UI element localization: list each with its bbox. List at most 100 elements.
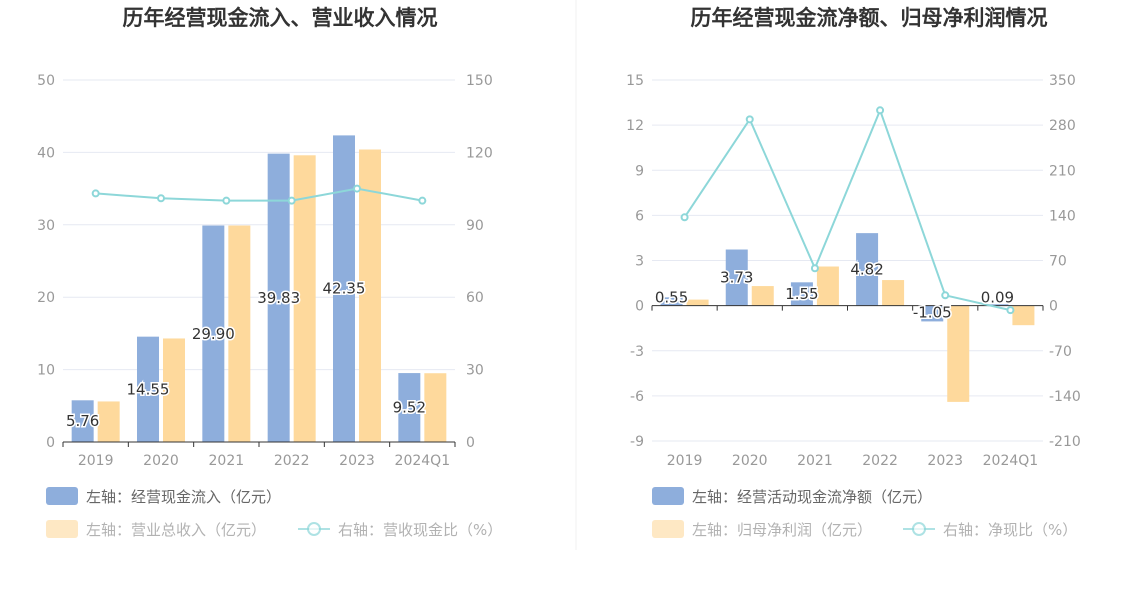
legend-label[interactable]: 右轴：营收现金比（%） <box>338 521 502 539</box>
x-axis-label: 2020 <box>143 453 179 469</box>
legend-swatch-primary <box>46 487 78 505</box>
right-axis-tick-label: -70 <box>1049 344 1072 360</box>
chart-title: 历年经营现金流净额、归母净利润情况 <box>691 6 1048 30</box>
data-label: 0.09 <box>981 289 1014 307</box>
right-axis-tick-label: 60 <box>466 290 484 306</box>
right-axis-tick-label: 140 <box>1049 208 1076 224</box>
line-point-2021[interactable] <box>810 264 819 273</box>
bar-primary-2019[interactable] <box>660 297 683 306</box>
legend-label[interactable]: 左轴：营业总收入（亿元） <box>86 521 266 539</box>
data-label: 42.35 <box>323 280 366 298</box>
left-axis-tick-label: 15 <box>626 73 644 89</box>
right-axis-tick-label: -210 <box>1049 434 1081 450</box>
legend-swatch-line-marker <box>307 522 321 536</box>
left-axis-tick-label: -6 <box>630 389 644 405</box>
line-point-2023[interactable] <box>353 184 361 193</box>
bar-primary-2021[interactable] <box>790 282 813 306</box>
x-axis-label: 2023 <box>339 453 375 469</box>
bar-secondary-2020[interactable] <box>163 338 185 442</box>
left-axis-tick-label: 10 <box>37 363 55 379</box>
line-point-2019[interactable] <box>91 189 100 198</box>
data-label: 5.76 <box>66 412 99 430</box>
left-axis-tick-label: 50 <box>37 73 55 89</box>
bar-secondary-2019[interactable] <box>97 401 120 442</box>
data-label: 0.55 <box>655 289 688 307</box>
x-axis-label: 2022 <box>862 453 898 469</box>
legend-label[interactable]: 左轴：经营现金流入（亿元） <box>86 488 281 506</box>
data-label: 3.73 <box>720 269 753 287</box>
right-axis-tick-label: -140 <box>1049 389 1081 405</box>
x-axis-label: 2020 <box>732 453 768 469</box>
x-axis-label: 2019 <box>667 453 703 469</box>
left-axis-tick-label: 0 <box>635 299 644 315</box>
bar-secondary-2019[interactable] <box>686 299 709 306</box>
left-axis-tick-label: 0 <box>46 435 55 451</box>
bar-primary-2020[interactable] <box>725 249 748 306</box>
x-axis-label: 2024Q1 <box>983 453 1039 469</box>
right-axis-tick-label: 350 <box>1049 73 1076 89</box>
bar-primary-2024Q1[interactable] <box>986 304 1009 306</box>
left-axis-tick-label: 30 <box>37 218 55 234</box>
left-axis-tick-label: -3 <box>630 344 644 360</box>
legend-label[interactable]: 左轴：经营活动现金流净额（亿元） <box>692 488 932 506</box>
legend: 左轴：经营现金流入（亿元） 左轴：营业总收入（亿元） 右轴：营收现金比（%） <box>46 487 502 539</box>
bar-primary-2024Q1[interactable] <box>398 373 421 442</box>
bar-primary-2020[interactable] <box>137 336 159 442</box>
left-axis-tick-label: 40 <box>37 145 55 161</box>
bar-primary-2022[interactable] <box>856 233 879 306</box>
bar-primary-2023[interactable] <box>921 305 944 322</box>
left-axis-tick-label: 3 <box>635 254 644 270</box>
bar-secondary-2024Q1[interactable] <box>424 373 447 442</box>
line-series <box>683 107 1011 312</box>
bar-secondary-2023[interactable] <box>947 305 970 402</box>
right-axis-tick-label: 0 <box>466 435 475 451</box>
legend-swatch-secondary <box>652 520 684 538</box>
bar-primary-2021[interactable] <box>202 225 225 442</box>
bar-secondary-2022[interactable] <box>293 155 316 442</box>
bar-primary-2022[interactable] <box>267 153 290 442</box>
line-point-2020[interactable] <box>157 194 165 203</box>
chart-title: 历年经营现金流入、营业收入情况 <box>123 6 438 30</box>
right-axis-tick-label: 280 <box>1049 118 1076 134</box>
data-label: -1.05 <box>913 304 952 322</box>
bar-secondary-2023[interactable] <box>359 149 381 442</box>
legend-swatch-line-marker <box>912 522 926 536</box>
x-axis-label: 2023 <box>927 453 963 469</box>
data-label: 29.90 <box>192 325 235 343</box>
chart-panel-2: 历年经营现金流净额、归母净利润情况 15 12 9 6 3 0 -3 -6 -9 350 280 210… <box>626 6 1081 539</box>
x-axis-label: 2021 <box>209 453 245 469</box>
left-axis-tick-label: -9 <box>630 434 644 450</box>
bar-primary-2023[interactable] <box>333 135 355 443</box>
data-label: 4.82 <box>850 260 883 278</box>
legend-label[interactable]: 左轴：归母净利润（亿元） <box>692 521 872 539</box>
bar-secondary-2022[interactable] <box>882 280 905 306</box>
left-axis-tick-label: 9 <box>635 163 644 179</box>
data-label: 14.55 <box>127 380 170 398</box>
line-series <box>95 187 423 202</box>
data-label: 39.83 <box>257 289 300 307</box>
line-point-2020[interactable] <box>745 115 754 124</box>
legend-label[interactable]: 右轴：净现比（%） <box>943 521 1077 539</box>
line-point-2024Q1[interactable] <box>1006 306 1015 315</box>
x-axis-label: 2024Q1 <box>395 453 451 469</box>
line-point-2024Q1[interactable] <box>418 196 427 205</box>
bar-secondary-2024Q1[interactable] <box>1012 305 1035 326</box>
data-label: 9.52 <box>393 399 426 417</box>
bar-secondary-2020[interactable] <box>751 286 774 306</box>
line-point-2021[interactable] <box>222 196 231 205</box>
chart-panel-1: 历年经营现金流入、营业收入情况5040302010015012090603002… <box>37 6 502 539</box>
bar-secondary-2021[interactable] <box>228 225 251 442</box>
x-axis-label: 2021 <box>797 453 833 469</box>
x-axis-label: 2022 <box>274 453 310 469</box>
line-point-2023[interactable] <box>941 291 950 300</box>
right-axis-tick-label: 120 <box>466 145 493 161</box>
line-point-2022[interactable] <box>876 106 885 115</box>
line-point-2019[interactable] <box>680 213 689 222</box>
right-axis-tick-label: 70 <box>1049 254 1067 270</box>
bar-primary-2019[interactable] <box>71 400 94 442</box>
line-point-2022[interactable] <box>287 196 296 205</box>
left-axis-tick-label: 6 <box>635 208 644 224</box>
bar-secondary-2021[interactable] <box>816 266 839 306</box>
